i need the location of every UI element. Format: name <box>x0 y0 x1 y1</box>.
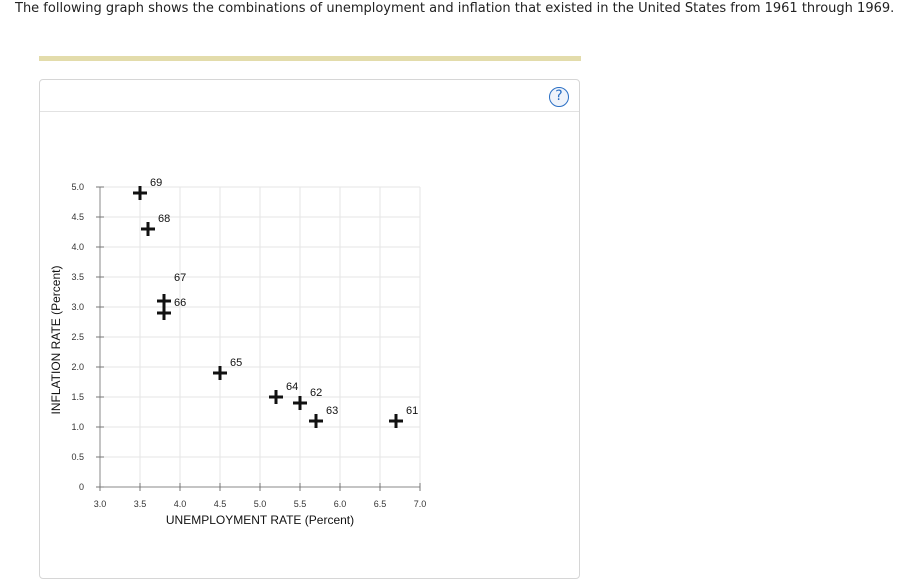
panel-header-divider <box>40 111 579 112</box>
y-tick-label: 4.0 <box>71 242 84 252</box>
y-tick-label: 1.5 <box>71 392 84 402</box>
x-tick-label: 5.0 <box>254 499 267 509</box>
x-tick-label: 6.0 <box>334 499 347 509</box>
graph-panel: ? <box>39 79 580 579</box>
y-tick-label: 1.0 <box>71 422 84 432</box>
y-tick-label: 2.5 <box>71 332 84 342</box>
question-text: The following graph shows the combinatio… <box>15 1 895 16</box>
data-point-label: 69 <box>150 177 162 189</box>
x-tick-label: 4.5 <box>214 499 227 509</box>
y-tick-label: 3.0 <box>71 302 84 312</box>
x-tick-label: 7.0 <box>414 499 427 509</box>
data-point-label: 63 <box>326 405 338 417</box>
x-tick-label: 3.5 <box>134 499 147 509</box>
y-axis-title: INFLATION RATE (Percent) <box>49 266 63 415</box>
data-point-label: 66 <box>174 297 186 309</box>
data-point-label: 61 <box>406 405 418 417</box>
x-tick-label: 6.5 <box>374 499 387 509</box>
y-tick-label: 2.0 <box>71 362 84 372</box>
data-point-label: 65 <box>230 357 242 369</box>
x-tick-label: 5.5 <box>294 499 307 509</box>
data-point-label: 68 <box>158 213 170 225</box>
x-axis-title: UNEMPLOYMENT RATE (Percent) <box>166 513 354 527</box>
data-point-label: 64 <box>286 381 298 393</box>
data-point-label: 67 <box>174 272 186 284</box>
data-point-label: 62 <box>310 387 322 399</box>
y-tick-label: 3.5 <box>71 272 84 282</box>
y-tick-label: 5.0 <box>71 182 84 192</box>
y-tick-label: 4.5 <box>71 212 84 222</box>
y-tick-label: 0 <box>79 482 84 492</box>
help-button[interactable]: ? <box>549 87 569 107</box>
x-tick-label: 4.0 <box>174 499 187 509</box>
section-divider-bar <box>39 56 581 61</box>
y-tick-label: 0.5 <box>71 452 84 462</box>
x-tick-label: 3.0 <box>94 499 107 509</box>
